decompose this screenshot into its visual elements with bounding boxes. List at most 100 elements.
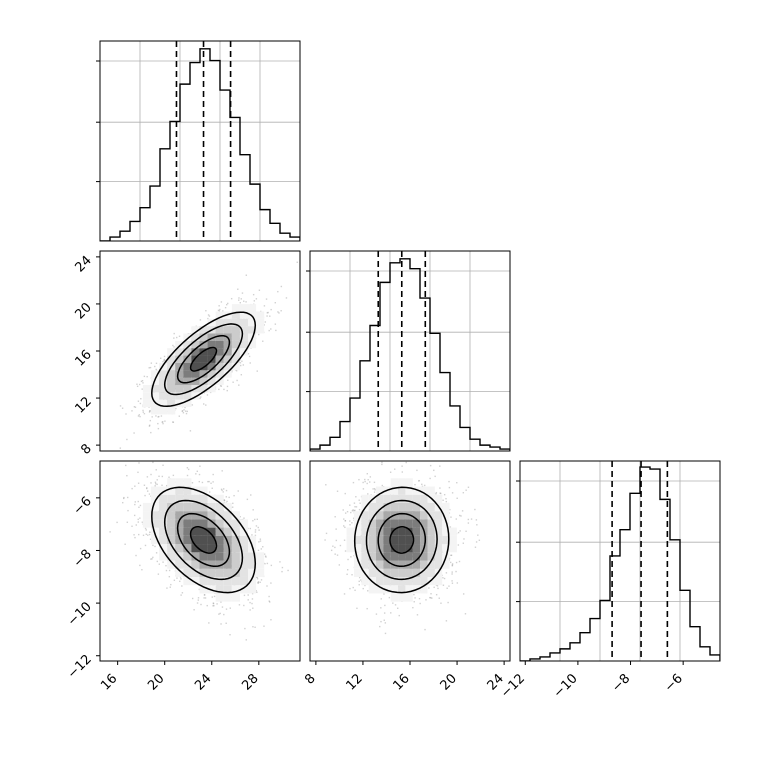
scatter-point <box>264 555 267 557</box>
scatter-point <box>280 310 282 312</box>
scatter-point <box>142 382 144 384</box>
scatter-point <box>241 360 243 362</box>
density-cell <box>167 348 176 356</box>
scatter-point <box>218 310 221 312</box>
scatter-point <box>203 594 206 596</box>
scatter-point <box>269 601 271 603</box>
scatter-point <box>138 506 140 508</box>
scatter-point <box>156 483 158 486</box>
density-cell <box>142 519 151 528</box>
scatter-point <box>121 407 124 409</box>
scatter-point <box>224 306 227 309</box>
scatter-point <box>180 458 181 459</box>
density-cell <box>231 311 240 319</box>
scatter-point <box>279 561 281 563</box>
density-cell <box>248 304 257 312</box>
panel-bg <box>100 41 300 241</box>
scatter-point <box>162 422 164 425</box>
scatter-point <box>266 315 268 317</box>
scatter-point <box>126 521 129 523</box>
scatter-point <box>119 447 122 449</box>
density-cell <box>150 535 160 545</box>
scatter-point <box>155 552 158 554</box>
scatter-point <box>127 509 129 512</box>
scatter-point <box>258 541 260 543</box>
scatter-point <box>237 490 239 492</box>
scatter-point <box>146 375 148 378</box>
scatter-point <box>278 312 280 314</box>
scatter-point <box>200 396 202 398</box>
scatter-point <box>281 570 283 573</box>
scatter-point <box>256 576 259 579</box>
density-cell <box>231 333 240 341</box>
scatter-point <box>248 355 251 358</box>
scatter-point <box>296 261 298 263</box>
scatter-point <box>149 366 152 369</box>
density-cell <box>183 392 192 400</box>
scatter-point <box>163 355 166 358</box>
scatter-point <box>255 576 257 578</box>
scatter-point <box>143 412 146 415</box>
scatter-point <box>251 592 254 595</box>
scatter-point <box>131 525 133 527</box>
density-cell <box>167 486 176 495</box>
scatter-point <box>143 375 146 378</box>
scatter-point <box>139 564 141 567</box>
density-cell <box>223 326 232 334</box>
scatter-point <box>163 358 166 361</box>
scatter-point <box>222 488 225 490</box>
scatter-point <box>254 531 257 533</box>
scatter-point <box>162 464 164 466</box>
scatter-point <box>203 392 206 394</box>
density-cell <box>223 348 232 356</box>
density-cell <box>167 519 176 528</box>
panel-x1-marginal <box>310 251 510 451</box>
scatter-point <box>244 627 246 630</box>
scatter-point <box>220 623 222 625</box>
scatter-point <box>170 583 172 586</box>
scatter-point <box>133 432 135 434</box>
scatter-point <box>151 558 153 560</box>
scatter-point <box>172 344 174 347</box>
scatter-point <box>144 527 147 530</box>
density-cell <box>231 318 240 327</box>
scatter-point <box>134 536 136 539</box>
scatter-point <box>196 602 199 604</box>
scatter-point <box>191 404 194 406</box>
density-cell <box>183 333 192 341</box>
scatter-point <box>148 367 150 369</box>
scatter-point <box>257 582 260 584</box>
scatter-point <box>148 424 151 427</box>
scatter-point <box>211 487 213 489</box>
density-cell <box>199 377 208 385</box>
scatter-point <box>218 613 220 615</box>
density-cell <box>167 478 176 487</box>
scatter-point <box>191 597 194 600</box>
scatter-point <box>142 409 144 412</box>
density-cell <box>167 544 176 553</box>
scatter-point <box>149 410 151 412</box>
scatter-point <box>232 381 234 383</box>
histogram-step <box>100 48 300 241</box>
density-cell <box>239 318 249 327</box>
scatter-point <box>172 421 175 423</box>
scatter-point <box>239 515 241 518</box>
scatter-point <box>181 585 183 587</box>
scatter-point <box>164 420 166 422</box>
scatter-point <box>226 385 229 388</box>
scatter-point <box>135 524 137 526</box>
density-cell <box>159 552 168 561</box>
density-cell <box>183 377 192 385</box>
scatter-point <box>251 598 254 600</box>
scatter-point <box>267 311 269 314</box>
scatter-point <box>200 603 202 606</box>
scatter-point <box>239 302 242 304</box>
density-cell <box>207 362 216 371</box>
scatter-point <box>144 494 146 497</box>
scatter-point <box>270 328 272 330</box>
scatter-point <box>154 485 156 487</box>
density-cell <box>207 348 216 356</box>
scatter-point <box>203 597 205 599</box>
scatter-point <box>210 482 212 484</box>
scatter-point <box>158 475 160 478</box>
